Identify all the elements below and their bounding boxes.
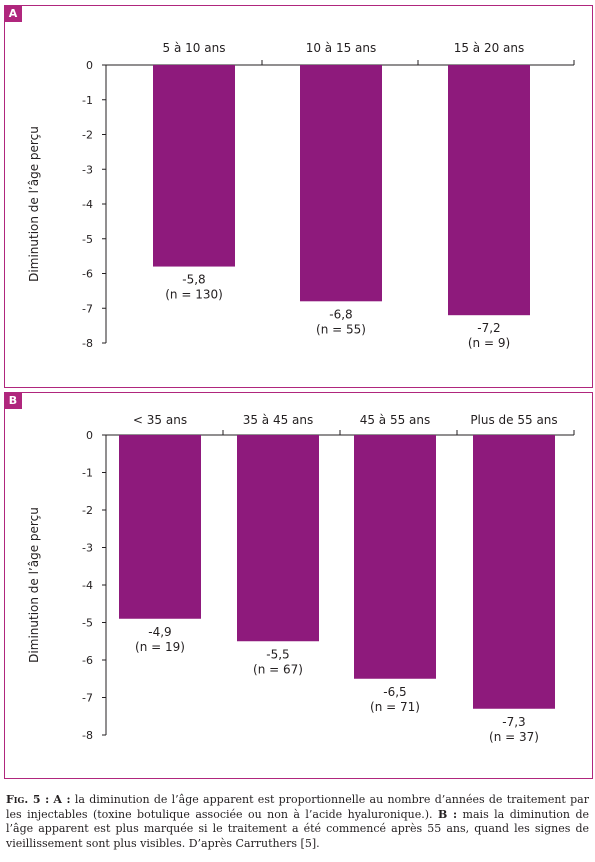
bar	[300, 65, 382, 302]
y-tick-label: -7	[82, 302, 93, 315]
n-label: (n = 19)	[135, 640, 185, 654]
value-label: -7,3	[502, 715, 525, 729]
y-tick-label: -4	[82, 198, 93, 211]
y-axis-label: Diminution de l’âge perçu	[27, 507, 41, 663]
y-tick-label: -5	[82, 617, 93, 630]
value-label: -6,8	[329, 307, 352, 321]
bar	[473, 435, 555, 709]
category-label: 15 à 20 ans	[454, 41, 525, 55]
chart-panel-b: B 0 -1 -2 -3 -4 -5 -6 -7 -8 Diminution de l’âge p…	[4, 392, 593, 779]
bar	[237, 435, 319, 642]
category-label: 35 à 45 ans	[243, 413, 314, 427]
y-tick-label: -3	[82, 163, 93, 176]
n-label: (n = 130)	[165, 288, 223, 302]
y-tick-label: -5	[82, 233, 93, 246]
y-tick-label: -3	[82, 542, 93, 555]
y-tick-label: -8	[82, 337, 93, 350]
y-tick-label: -1	[82, 467, 93, 480]
y-tick-label: -6	[82, 268, 93, 281]
bar	[119, 435, 201, 619]
category-label: 10 à 15 ans	[306, 41, 377, 55]
y-tick-label: -6	[82, 654, 93, 667]
value-label: -5,5	[266, 647, 289, 661]
n-label: (n = 67)	[253, 662, 303, 676]
panel-label: B	[4, 392, 22, 409]
value-label: -4,9	[148, 625, 171, 639]
category-label: < 35 ans	[133, 413, 187, 427]
bar	[448, 65, 530, 316]
y-tick-label: -1	[82, 94, 93, 107]
category-label: 5 à 10 ans	[163, 41, 226, 55]
caption-fig-label: Fig. 5 :	[6, 793, 50, 806]
panel-label: A	[4, 5, 22, 22]
chart-a-svg: 0 -1 -2 -3 -4 -5 -6 -7 -8 Diminution de l’âge per…	[27, 41, 575, 350]
y-tick-label: -4	[82, 579, 93, 592]
bar	[354, 435, 436, 679]
chart-panel-a: A 0 -1 -2 -3 -4 -5 -6 -7 -8 Diminution de l’âge p…	[4, 5, 593, 388]
y-tick-label: -2	[82, 504, 93, 517]
y-tick-label: -8	[82, 729, 93, 742]
y-tick-label: -7	[82, 692, 93, 705]
n-label: (n = 37)	[489, 730, 539, 744]
bar	[153, 65, 235, 267]
value-label: -7,2	[477, 321, 500, 335]
caption-a-text: la diminution de l’âge apparent est prop…	[6, 793, 589, 821]
y-tick-label: 0	[86, 59, 93, 72]
caption-b-text: mais la diminution de l’âge apparent est…	[6, 807, 590, 850]
chart-b-svg: 0 -1 -2 -3 -4 -5 -6 -7 -8 Diminution de l’âge per…	[27, 413, 575, 744]
n-label: (n = 9)	[468, 336, 510, 350]
n-label: (n = 55)	[316, 322, 366, 336]
y-axis-label: Diminution de l’âge perçu	[27, 126, 41, 282]
caption-a-label: A :	[53, 793, 71, 806]
value-label: -5,8	[182, 273, 205, 287]
category-label: 45 à 55 ans	[360, 413, 431, 427]
n-label: (n = 71)	[370, 700, 420, 714]
value-label: -6,5	[383, 685, 406, 699]
y-tick-label: 0	[86, 429, 93, 442]
caption-b-label: B :	[437, 807, 458, 821]
category-label: Plus de 55 ans	[470, 413, 557, 427]
y-tick-label: -2	[82, 129, 93, 142]
figure-caption: Fig. 5 : A : la diminution de l’âge appa…	[6, 793, 589, 851]
